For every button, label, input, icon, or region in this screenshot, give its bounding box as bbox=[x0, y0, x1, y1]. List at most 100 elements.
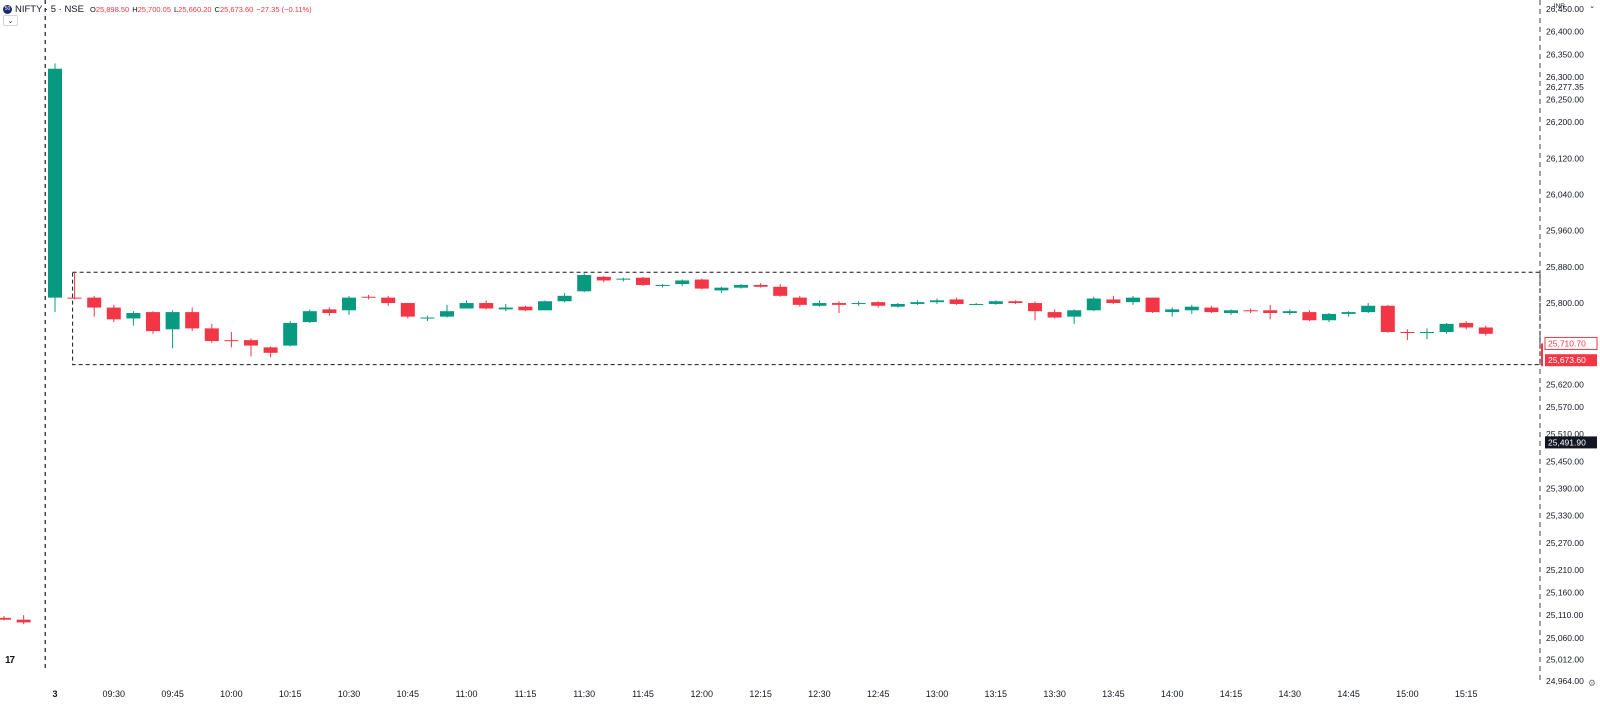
candle[interactable] bbox=[1459, 322, 1474, 328]
candle[interactable] bbox=[420, 317, 435, 319]
chevron-down-icon[interactable]: ⌄ bbox=[3, 15, 18, 26]
candle[interactable] bbox=[1263, 310, 1278, 314]
candle[interactable] bbox=[283, 322, 298, 346]
candle[interactable] bbox=[204, 328, 219, 342]
candle[interactable] bbox=[1322, 313, 1336, 321]
candle[interactable] bbox=[969, 303, 984, 305]
candle[interactable] bbox=[302, 311, 317, 323]
candle[interactable] bbox=[361, 296, 376, 298]
price-tick-label: 25,620.00 bbox=[1546, 379, 1584, 389]
tradingview-logo-icon[interactable]: 17 bbox=[5, 655, 15, 666]
time-tick-label: 12:00 bbox=[691, 689, 714, 699]
candle[interactable] bbox=[734, 284, 748, 288]
prev-session-candle[interactable] bbox=[16, 619, 31, 623]
candle[interactable] bbox=[773, 286, 788, 296]
candle[interactable] bbox=[185, 312, 200, 329]
candle[interactable] bbox=[1302, 312, 1317, 321]
candle[interactable] bbox=[910, 302, 925, 304]
candle[interactable] bbox=[694, 279, 709, 289]
candle[interactable] bbox=[988, 301, 1003, 304]
range-box[interactable] bbox=[72, 271, 1541, 366]
candle[interactable] bbox=[1400, 332, 1415, 334]
candle[interactable] bbox=[244, 340, 258, 346]
candle[interactable] bbox=[636, 277, 650, 285]
symbol-legend[interactable]: 50 NIFTY · 5 · NSE O25,898.50 H25,700.05… bbox=[3, 2, 315, 16]
price-tick-label: 25,330.00 bbox=[1546, 511, 1584, 521]
candle[interactable] bbox=[126, 313, 141, 319]
candle[interactable] bbox=[557, 295, 572, 302]
candle[interactable] bbox=[1126, 297, 1140, 303]
candle[interactable] bbox=[498, 307, 513, 310]
candle[interactable] bbox=[714, 287, 729, 291]
candle[interactable] bbox=[263, 347, 278, 353]
candle[interactable] bbox=[1380, 305, 1395, 333]
candle[interactable] bbox=[832, 303, 846, 305]
time-tick-label: 14:30 bbox=[1279, 689, 1302, 699]
candle[interactable] bbox=[1478, 327, 1493, 334]
price-tick-label: 26,300.00 bbox=[1546, 72, 1584, 82]
time-tick-label: 12:30 bbox=[808, 689, 831, 699]
price-tick-label: 26,400.00 bbox=[1546, 27, 1584, 37]
time-tick-label: 11:00 bbox=[456, 689, 478, 699]
candle[interactable] bbox=[753, 284, 768, 287]
candle[interactable] bbox=[1106, 299, 1121, 304]
candle[interactable] bbox=[440, 311, 454, 317]
candle[interactable] bbox=[48, 68, 62, 298]
time-tick-label: 11:45 bbox=[632, 689, 654, 699]
candle[interactable] bbox=[871, 302, 886, 306]
candle[interactable] bbox=[1243, 310, 1258, 312]
candle[interactable] bbox=[479, 303, 494, 309]
time-tick-label: 15:15 bbox=[1455, 689, 1478, 699]
candle[interactable] bbox=[518, 306, 533, 311]
candle[interactable] bbox=[1008, 301, 1023, 304]
candle[interactable] bbox=[1282, 311, 1297, 314]
candle[interactable] bbox=[1184, 306, 1199, 311]
price-tick-label: 24,964.00 bbox=[1546, 676, 1584, 686]
candle[interactable] bbox=[890, 303, 905, 307]
candle[interactable] bbox=[851, 303, 866, 305]
candle[interactable] bbox=[1204, 307, 1219, 313]
candle[interactable] bbox=[655, 284, 670, 286]
candle[interactable] bbox=[1028, 303, 1042, 312]
candle[interactable] bbox=[165, 312, 180, 330]
gear-icon[interactable]: ⚙ bbox=[1587, 678, 1596, 688]
candle[interactable] bbox=[538, 301, 552, 311]
candle[interactable] bbox=[1361, 305, 1376, 313]
candle[interactable] bbox=[459, 303, 474, 309]
candle[interactable] bbox=[1165, 309, 1180, 313]
price-tick-label: 25,450.00 bbox=[1546, 456, 1584, 466]
candle[interactable] bbox=[224, 340, 239, 342]
price-tick-label: 25,012.00 bbox=[1546, 654, 1584, 664]
prev-session-candle[interactable] bbox=[0, 617, 12, 620]
chevron-down-icon[interactable]: ⌄ bbox=[1589, 3, 1595, 10]
candle[interactable] bbox=[949, 299, 964, 304]
symbol-title[interactable]: NIFTY · 5 · NSE bbox=[15, 3, 84, 15]
candle[interactable] bbox=[1067, 310, 1082, 317]
candle[interactable] bbox=[930, 300, 944, 303]
currency-label[interactable]: INR bbox=[1553, 3, 1565, 10]
candle[interactable] bbox=[1047, 312, 1062, 318]
candle[interactable] bbox=[67, 297, 82, 299]
candle[interactable] bbox=[87, 297, 102, 308]
candle[interactable] bbox=[1341, 312, 1356, 314]
candle[interactable] bbox=[577, 275, 592, 292]
candle[interactable] bbox=[342, 297, 356, 311]
candle[interactable] bbox=[812, 303, 827, 306]
candle[interactable] bbox=[1086, 298, 1101, 311]
candle[interactable] bbox=[1420, 332, 1434, 334]
candle[interactable] bbox=[675, 280, 690, 285]
candle[interactable] bbox=[322, 309, 337, 314]
candle[interactable] bbox=[1145, 297, 1160, 313]
price-tick-label: 26,277.35 bbox=[1546, 82, 1584, 92]
candle[interactable] bbox=[792, 297, 807, 305]
candle[interactable] bbox=[1224, 310, 1238, 314]
candle[interactable] bbox=[146, 312, 160, 332]
candle[interactable] bbox=[596, 276, 611, 281]
candle[interactable] bbox=[381, 297, 396, 304]
candle[interactable] bbox=[1439, 323, 1454, 333]
candle[interactable] bbox=[616, 278, 631, 280]
candle[interactable] bbox=[400, 303, 415, 317]
candle[interactable] bbox=[106, 307, 121, 320]
ohlc-low: L25,660.20 bbox=[174, 4, 212, 14]
